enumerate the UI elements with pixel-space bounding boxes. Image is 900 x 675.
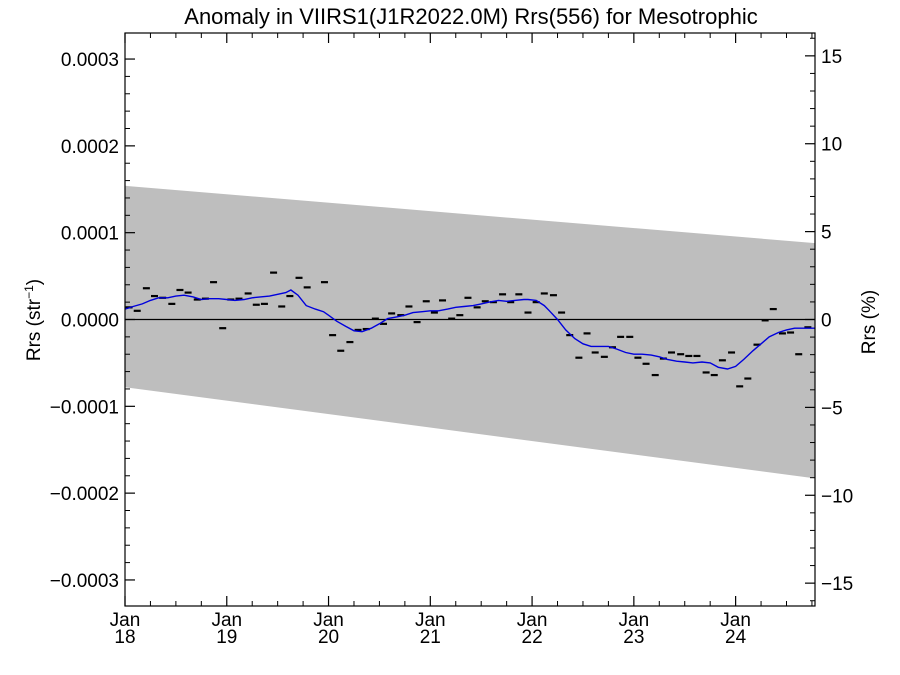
right-tick-label-4: 5 <box>821 223 832 244</box>
x-tick-month-1: Jan <box>211 610 242 631</box>
left-tick-label-6: 0.0003 <box>61 50 119 71</box>
x-tick-year-6: 24 <box>725 627 747 648</box>
right-tick-label-3: 0 <box>821 311 832 332</box>
x-tick-year-4: 22 <box>522 627 543 648</box>
right-tick-label-2: −5 <box>821 398 843 419</box>
left-axis-label-main: Rrs (str <box>24 298 45 361</box>
left-tick-label-5: 0.0002 <box>61 137 119 158</box>
left-tick-label-3: 0.0000 <box>61 311 119 332</box>
x-tick-year-1: 19 <box>216 627 237 648</box>
right-tick-label-6: 15 <box>821 47 842 68</box>
plot-area: −0.0003 −0.0002 −0.0001 0.0000 0.0001 0.0002 0… <box>50 32 853 648</box>
uncertainty-band <box>125 185 815 479</box>
running-mean-line <box>124 289 815 370</box>
right-tick-label-1: −10 <box>821 486 853 507</box>
x-tick-year-0: 18 <box>114 627 135 648</box>
left-tick-label-4: 0.0001 <box>61 224 119 245</box>
x-tick-month-2: Jan <box>313 610 344 631</box>
x-tick-month-0: Jan <box>110 610 141 631</box>
left-tick-label-0: −0.0003 <box>50 571 119 592</box>
x-tick-year-5: 23 <box>623 627 644 648</box>
left-axis-label: Rrs (str−1) <box>22 279 45 361</box>
x-tick-month-3: Jan <box>415 610 446 631</box>
x-tick-month-4: Jan <box>517 610 548 631</box>
right-tick-label-0: −15 <box>821 574 853 595</box>
right-axis-label: Rrs (%) <box>859 290 880 354</box>
x-tick-month-6: Jan <box>720 610 751 631</box>
left-tick-label-1: −0.0002 <box>50 484 119 505</box>
left-tick-label-2: −0.0001 <box>50 397 119 418</box>
x-tick-month-5: Jan <box>619 610 650 631</box>
x-tick-year-3: 21 <box>420 627 441 648</box>
chart-title: Anomaly in VIIRS1(J1R2022.0M) Rrs(556) f… <box>184 4 757 29</box>
right-tick-label-5: 10 <box>821 135 842 156</box>
x-tick-year-2: 20 <box>318 627 339 648</box>
left-axis-label-close: ) <box>24 279 45 285</box>
left-axis-label-sup: −1 <box>22 285 36 299</box>
